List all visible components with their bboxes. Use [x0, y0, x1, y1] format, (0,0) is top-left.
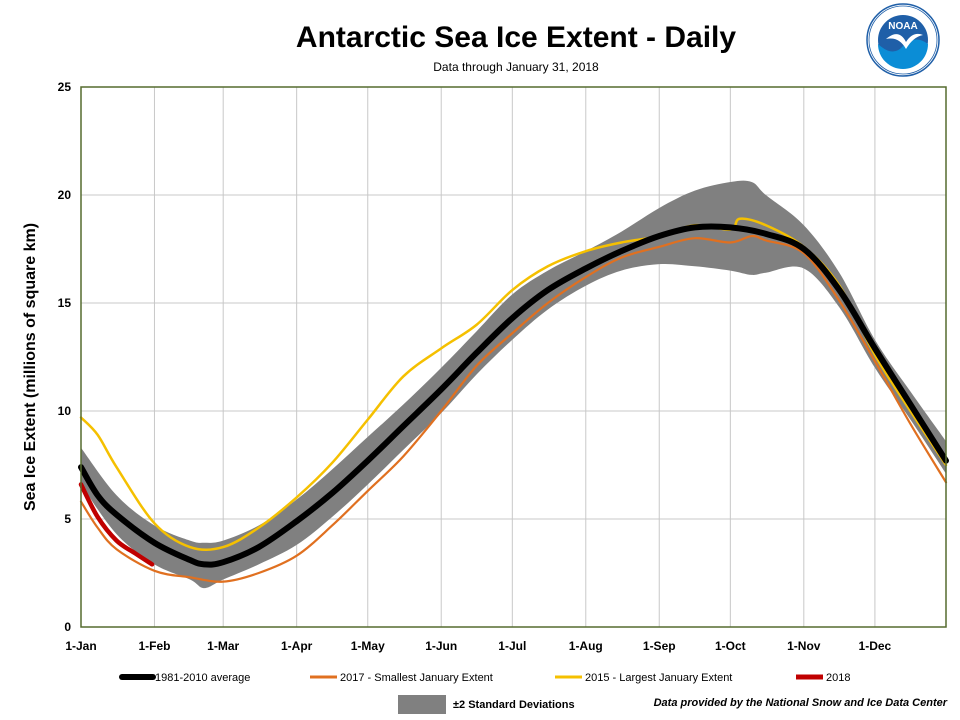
x-tick-label-0: 1-Jan — [65, 639, 96, 653]
noaa-logo-text: NOAA — [888, 21, 917, 32]
legend-item-average: 1981-2010 average — [119, 672, 250, 684]
legend: 1981-2010 average 2017 - Smallest Januar… — [119, 672, 850, 714]
y-tick-label-0: 0 — [64, 620, 71, 634]
series-line-smallest-2017 — [79, 234, 948, 583]
y-tick-label-5: 5 — [64, 512, 71, 526]
noaa-logo-sea — [878, 39, 928, 69]
chart-subtitle: Data through January 31, 2018 — [433, 60, 599, 74]
series-layer — [78, 217, 949, 583]
legend-item-smallest: 2017 - Smallest January Extent — [310, 672, 493, 684]
x-tick-label-8: 1-Sep — [643, 639, 676, 653]
x-tick-label-4: 1-May — [351, 639, 385, 653]
y-tick-label-15: 15 — [58, 296, 72, 310]
plot-background — [81, 87, 946, 627]
legend-item-largest: 2015 - Largest January Extent — [555, 672, 732, 684]
legend-item-band: ±2 Standard Deviations — [398, 695, 575, 714]
y-tick-label-10: 10 — [58, 404, 72, 418]
y-axis-label: Sea Ice Extent (millions of square km) — [22, 223, 39, 511]
noaa-logo-ring-band — [868, 5, 938, 75]
x-tick-label-6: 1-Jul — [498, 639, 526, 653]
legend-label-smallest: 2017 - Smallest January Extent — [340, 672, 493, 684]
legend-label-largest: 2015 - Largest January Extent — [585, 672, 732, 684]
x-tick-label-1: 1-Feb — [138, 639, 170, 653]
plot-border — [80, 86, 947, 628]
x-tick-label-5: 1-Jun — [425, 639, 457, 653]
series-line-average — [78, 223, 949, 568]
legend-label-current: 2018 — [826, 672, 850, 684]
y-tick-label-20: 20 — [58, 188, 72, 202]
noaa-logo: NOAA — [866, 3, 940, 77]
x-tick-label-11: 1-Dec — [859, 639, 892, 653]
legend-item-current: 2018 — [796, 672, 850, 684]
series-line-current-2018 — [78, 482, 155, 567]
data-credit: Data provided by the National Snow and I… — [654, 697, 948, 709]
x-tick-label-7: 1-Aug — [569, 639, 603, 653]
x-axis: 1-Jan 1-Feb 1-Mar 1-Apr 1-May 1-Jun 1-Jul 1-Aug… — [65, 639, 891, 653]
y-axis: 0 5 10 15 20 25 — [58, 80, 72, 634]
y-tick-label-25: 25 — [58, 80, 72, 94]
x-tick-label-3: 1-Apr — [281, 639, 313, 653]
noaa-logo-gull — [886, 33, 923, 49]
legend-swatch-band — [398, 695, 446, 714]
chart-title: Antarctic Sea Ice Extent - Daily — [296, 21, 736, 54]
x-tick-label-2: 1-Mar — [207, 639, 239, 653]
legend-label-band: ±2 Standard Deviations — [453, 699, 575, 711]
x-tick-label-10: 1-Nov — [787, 639, 821, 653]
x-tick-label-9: 1-Oct — [715, 639, 746, 653]
legend-label-average: 1981-2010 average — [155, 672, 250, 684]
